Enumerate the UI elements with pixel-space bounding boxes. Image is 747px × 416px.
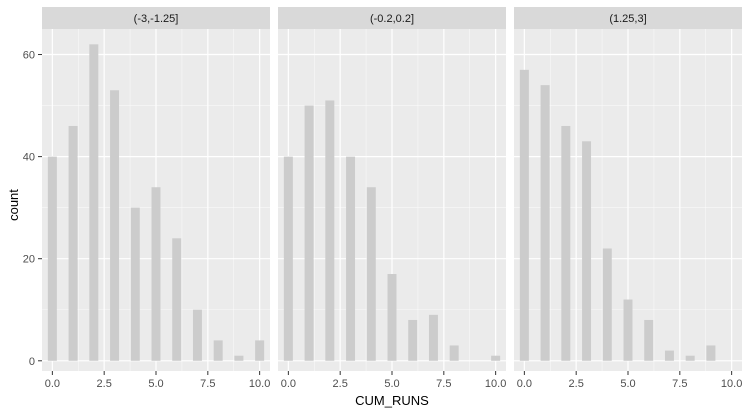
y-axis-title: count: [6, 189, 21, 221]
x-tick-label: 10.0: [721, 378, 742, 390]
x-tick-label: 5.0: [620, 378, 635, 390]
bar: [346, 156, 356, 361]
x-tick-label: 2.5: [97, 378, 112, 390]
bar: [325, 100, 335, 361]
bar: [449, 345, 459, 361]
x-tick-label: 2.5: [333, 378, 348, 390]
facet-strip: [514, 7, 742, 29]
y-tick-label: 0: [29, 356, 35, 368]
x-tick-label: 7.5: [200, 378, 215, 390]
x-tick-label: 5.0: [384, 378, 399, 390]
bar: [255, 340, 265, 361]
bar: [213, 340, 223, 361]
facet-strip: [42, 7, 270, 29]
x-tick-label: 10.0: [249, 378, 270, 390]
bar: [151, 187, 161, 361]
y-tick-label: 40: [23, 152, 35, 164]
bar: [706, 345, 716, 361]
x-tick-label: 5.0: [148, 378, 163, 390]
bar: [602, 248, 612, 361]
bar: [366, 187, 376, 361]
bar: [110, 90, 120, 361]
x-tick-label: 7.5: [436, 378, 451, 390]
bar: [68, 125, 78, 361]
bar: [304, 105, 314, 361]
facet-strip-label: (1.25,3]: [609, 13, 646, 25]
facet-strip: [278, 7, 506, 29]
bar: [623, 299, 633, 361]
bar: [428, 314, 438, 361]
x-tick-label: 0.0: [517, 378, 532, 390]
panels: (-3,-1.25] 0.0 2.5 5.0 7.5 10.0 (-0.2,0.2] 0.0 2…: [23, 7, 742, 390]
bar: [685, 355, 695, 361]
x-tick-label: 0.0: [45, 378, 60, 390]
bar: [664, 350, 674, 361]
x-tick-label: 2.5: [569, 378, 584, 390]
facet-panel-1: (-3,-1.25] 0.0 2.5 5.0 7.5 10.0: [42, 7, 270, 390]
y-tick-label: 60: [23, 50, 35, 62]
facet-panel-3: (1.25,3] 0.0 2.5 5.0 7.5 10.0: [514, 7, 742, 390]
bar: [234, 355, 244, 361]
y-axis: 0 20 40 60: [23, 50, 42, 368]
x-tick-label: 10.0: [485, 378, 506, 390]
bar: [519, 69, 529, 361]
facet-strip-label: (-0.2,0.2]: [370, 13, 414, 25]
bar: [89, 44, 99, 361]
y-tick-label: 20: [23, 254, 35, 266]
bar: [540, 85, 550, 361]
bar: [561, 125, 571, 361]
bar: [172, 238, 182, 361]
facet-strip-label: (-3,-1.25]: [134, 13, 179, 25]
bar: [130, 207, 140, 361]
x-tick-label: 7.5: [672, 378, 687, 390]
bar: [192, 309, 202, 361]
bar: [283, 156, 293, 361]
x-tick-label: 0.0: [281, 378, 296, 390]
bar: [47, 156, 57, 361]
bar: [387, 274, 397, 361]
bar: [582, 141, 592, 361]
bar: [491, 355, 501, 361]
bar: [408, 319, 418, 361]
x-axis-title: CUM_RUNS: [355, 393, 429, 408]
bar: [644, 319, 654, 361]
facet-panel-2: (-0.2,0.2] 0.0 2.5 5.0 7.5 10.0: [278, 7, 506, 390]
